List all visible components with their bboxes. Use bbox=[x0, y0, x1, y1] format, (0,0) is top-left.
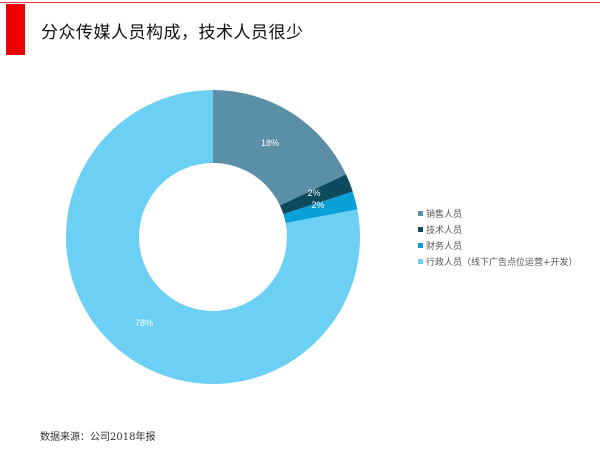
donut-slice bbox=[279, 174, 353, 215]
donut-slices bbox=[66, 90, 361, 384]
slice-labels: 18% 2% 2% 78% bbox=[135, 138, 325, 328]
chart-legend: 销售人员 技术人员 财务人员 行政人员（线下广告点位运营+开发） bbox=[418, 205, 578, 269]
legend-label: 技术人员 bbox=[426, 225, 463, 236]
legend-swatch bbox=[418, 226, 423, 232]
slice-label: 2% bbox=[311, 200, 324, 210]
title-accent-bar bbox=[6, 4, 25, 55]
data-source-note: 数据来源：公司2018年报 bbox=[40, 432, 156, 443]
legend-swatch bbox=[418, 210, 423, 216]
donut-slice bbox=[213, 90, 347, 206]
legend-item-admin: 行政人员（线下广告点位运营+开发） bbox=[418, 253, 578, 269]
legend-label: 行政人员（线下广告点位运营+开发） bbox=[426, 257, 578, 268]
donut-slice bbox=[283, 191, 358, 224]
legend-swatch bbox=[418, 258, 423, 264]
top-divider-line bbox=[0, 2, 600, 3]
slice-label: 78% bbox=[135, 318, 153, 328]
slice-label: 2% bbox=[307, 188, 320, 198]
legend-label: 销售人员 bbox=[426, 209, 463, 220]
legend-item-sales: 销售人员 bbox=[418, 205, 578, 221]
legend-item-finance: 财务人员 bbox=[418, 237, 578, 253]
legend-swatch bbox=[418, 242, 423, 248]
legend-label: 财务人员 bbox=[426, 241, 463, 252]
donut-slice bbox=[66, 90, 361, 384]
page-title: 分众传媒人员构成，技术人员很少 bbox=[41, 23, 304, 43]
slice-label: 18% bbox=[261, 138, 279, 148]
legend-item-tech: 技术人员 bbox=[418, 221, 578, 237]
